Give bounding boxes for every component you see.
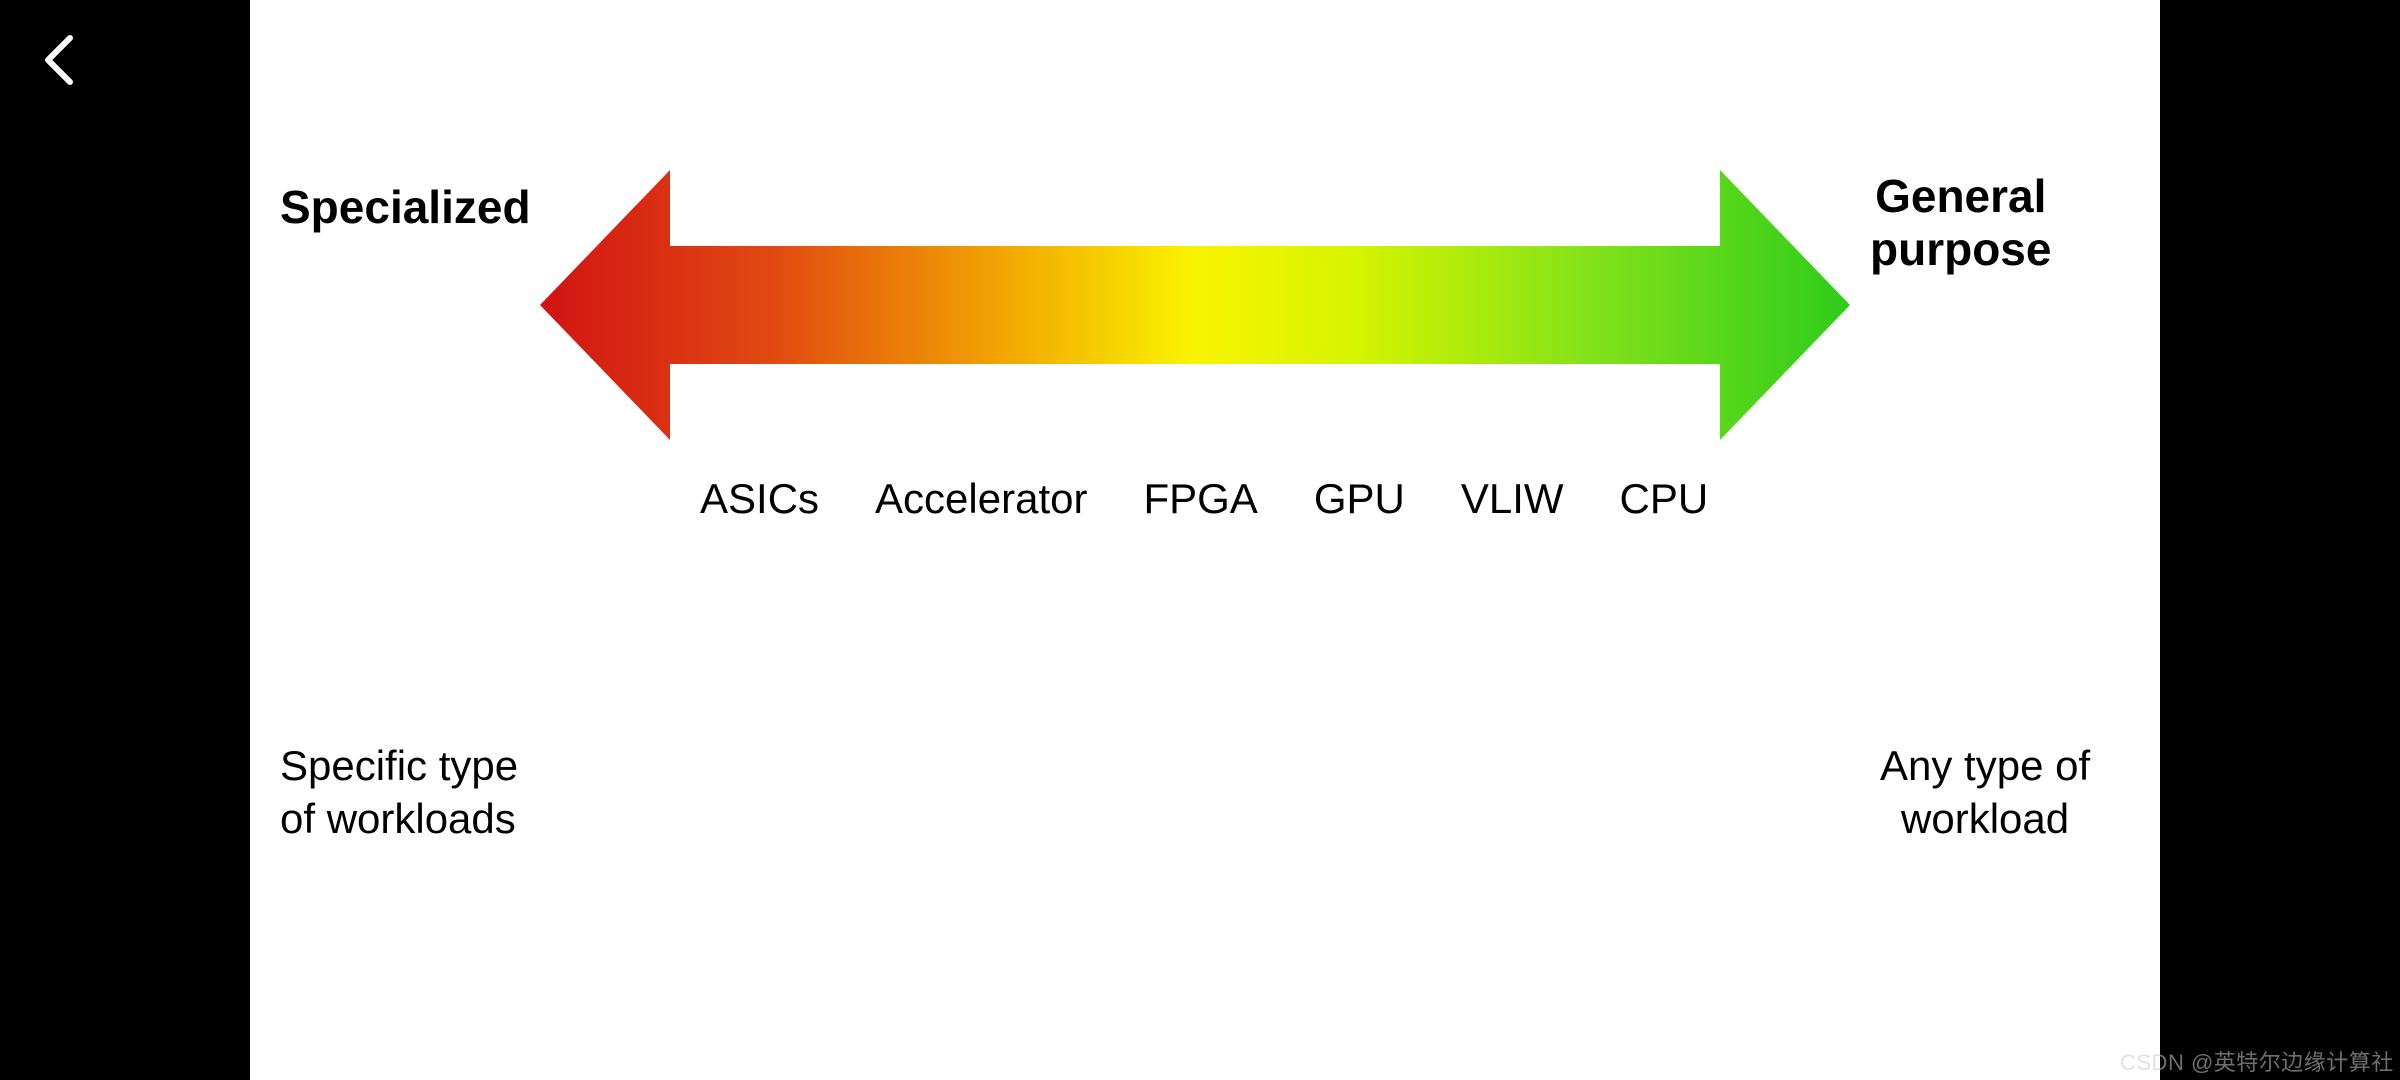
bottom-left-line1: Specific type xyxy=(280,740,518,793)
right-end-label-line2: purpose xyxy=(1870,223,2051,276)
category-label: FPGA xyxy=(1143,475,1257,523)
category-label: Accelerator xyxy=(875,475,1087,523)
chevron-left-icon xyxy=(30,30,90,90)
watermark-text: CSDN @英特尔边缘计算社区 xyxy=(2120,1045,2400,1080)
slide-canvas xyxy=(250,0,2160,1080)
gradient-double-arrow-icon xyxy=(540,170,1850,440)
right-end-label-line1: General xyxy=(1870,170,2051,223)
back-button[interactable] xyxy=(30,30,90,90)
left-end-label: Specialized xyxy=(280,180,531,234)
category-label: VLIW xyxy=(1461,475,1564,523)
category-label: GPU xyxy=(1314,475,1405,523)
bottom-left-caption: Specific type of workloads xyxy=(280,740,518,845)
bottom-right-caption: Any type of workload xyxy=(1880,740,2090,845)
bottom-right-line1: Any type of xyxy=(1880,740,2090,793)
category-row: ASICs Accelerator FPGA GPU VLIW CPU xyxy=(700,475,1708,523)
right-end-label: General purpose xyxy=(1870,170,2051,276)
spectrum-arrow xyxy=(540,170,1850,440)
bottom-right-line2: workload xyxy=(1880,793,2090,846)
category-label: ASICs xyxy=(700,475,819,523)
bottom-left-line2: of workloads xyxy=(280,793,518,846)
category-label: CPU xyxy=(1620,475,1709,523)
